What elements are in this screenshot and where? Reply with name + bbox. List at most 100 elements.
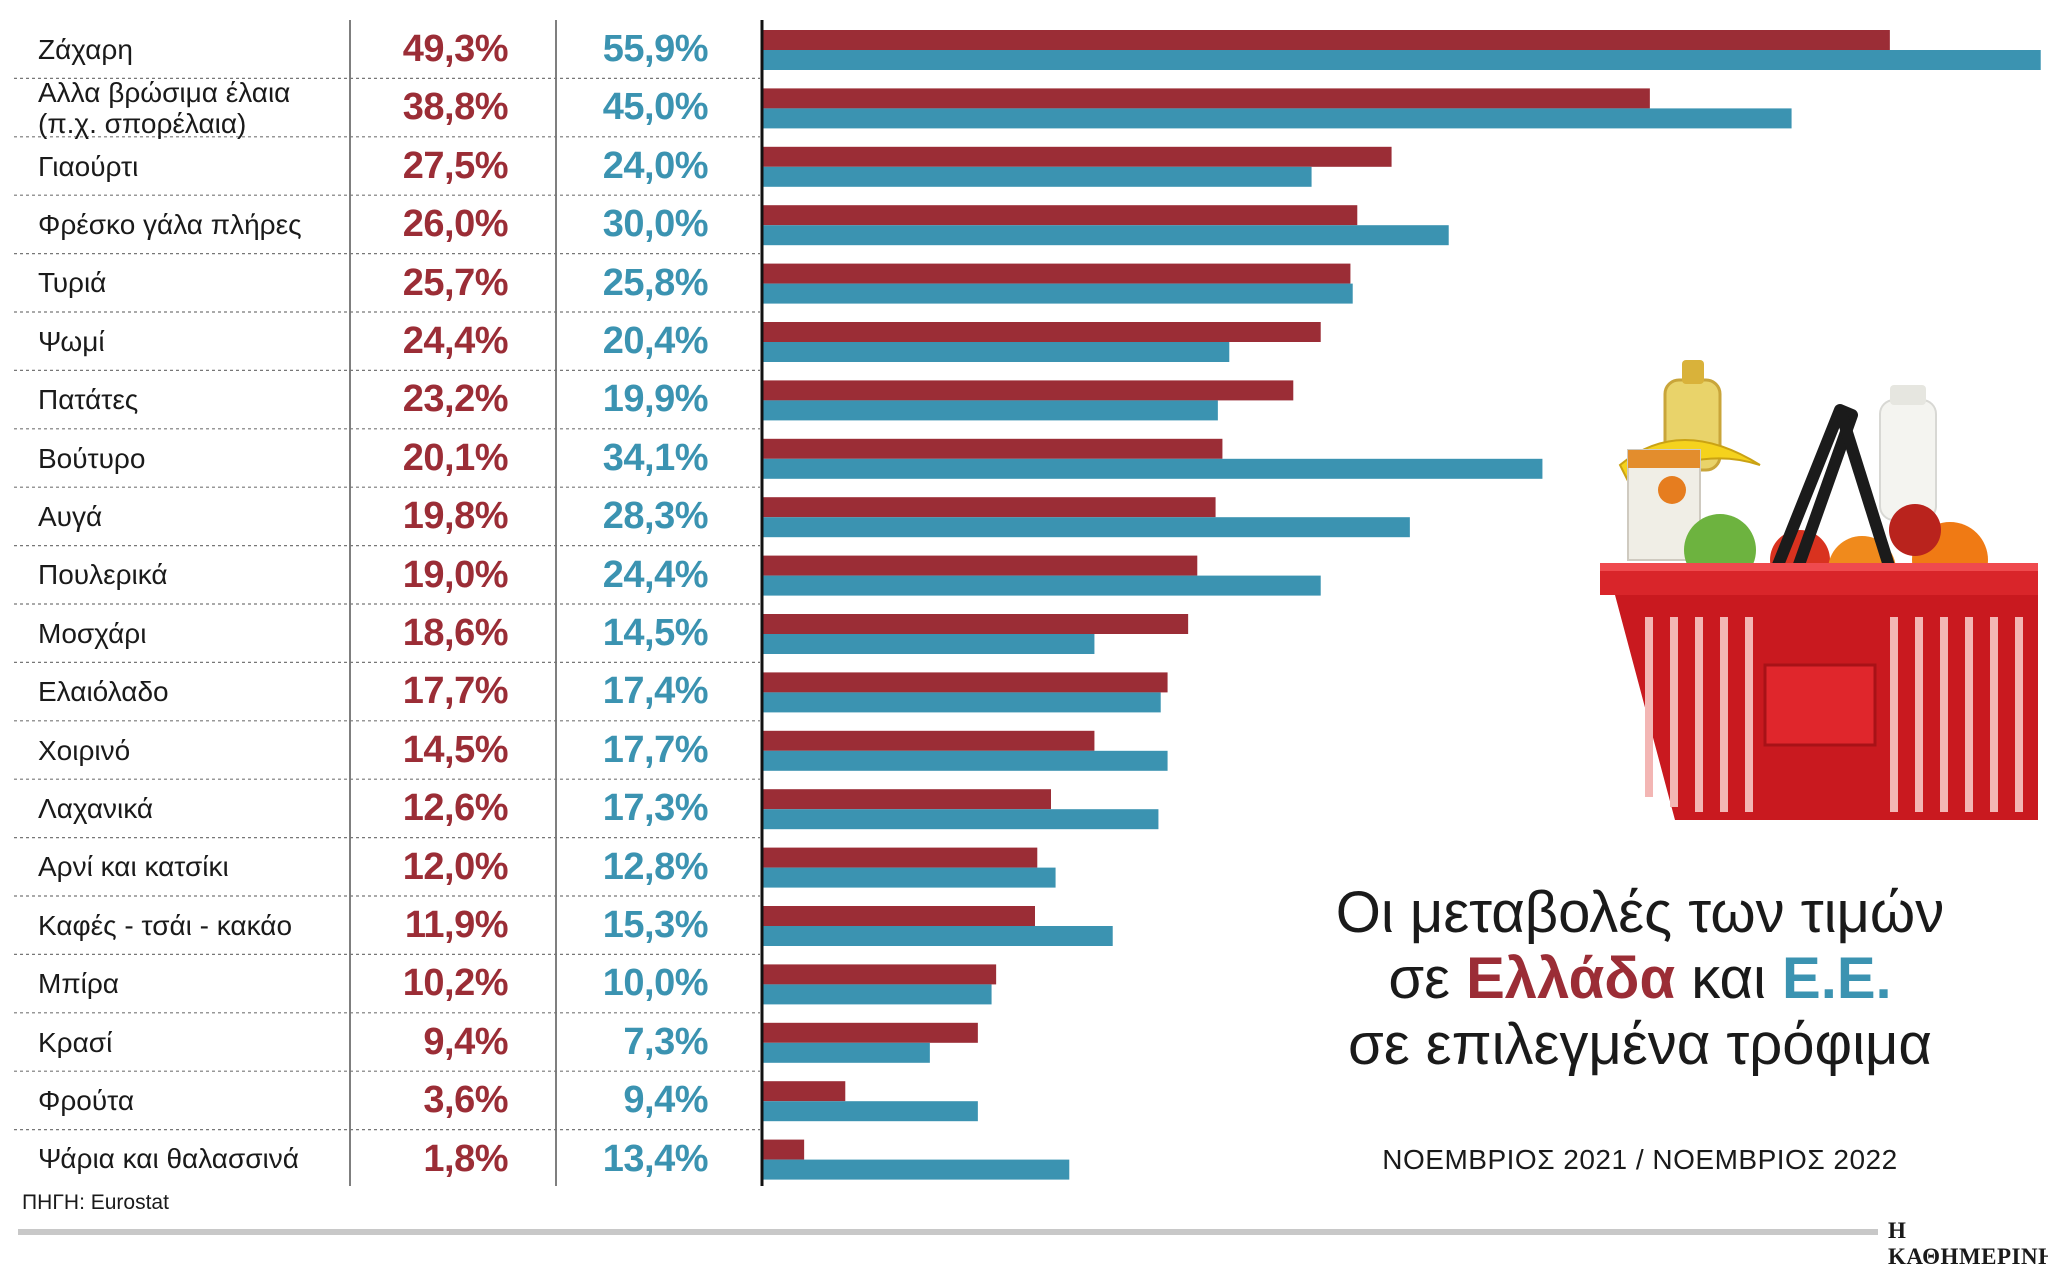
title-greece: Ελλάδα [1466, 946, 1676, 1011]
bar-greece [763, 30, 1890, 50]
bar-greece [763, 789, 1051, 810]
value-eu: 20,4% [602, 320, 709, 362]
bar-eu [763, 809, 1159, 830]
category-label: Γιαούρτι [38, 150, 139, 182]
bar-greece [763, 672, 1168, 693]
bar-eu [763, 458, 1543, 479]
category-label: Αλλα βρώσιμα έλαια (π.χ. σπορέλαια) [38, 76, 291, 139]
value-eu: 34,1% [602, 436, 709, 479]
value-eu: 45,0% [602, 86, 709, 129]
bar-greece [763, 1139, 805, 1160]
value-greece: 11,9% [404, 904, 509, 946]
title-line-2: σε Ελλάδα και Ε.Ε. [1290, 946, 1990, 1012]
bar-eu [763, 634, 1095, 654]
shopping-basket-illustration [1600, 360, 2038, 820]
value-eu: 15,3% [602, 904, 709, 946]
bar-eu [763, 166, 1312, 187]
bar-greece [763, 146, 1392, 167]
bar-eu [763, 750, 1168, 771]
bar-greece [763, 847, 1038, 868]
category-label: Αυγά [38, 500, 103, 532]
value-greece: 17,7% [402, 670, 509, 713]
value-eu: 24,4% [602, 553, 709, 596]
value-eu: 30,0% [602, 203, 709, 246]
value-eu: 13,4% [602, 1137, 709, 1180]
title-line-2-prefix: σε [1388, 946, 1467, 1011]
category-label: Πουλερικά [38, 559, 168, 591]
title-eu: Ε.Ε. [1782, 946, 1892, 1011]
category-label: Φρούτα [38, 1084, 135, 1116]
value-greece: 10,2% [402, 962, 509, 1005]
category-label: Κρασί [38, 1026, 113, 1058]
category-label: Λαχανικά [38, 792, 154, 824]
publisher-logo: Η ΚΑΘΗΜΕΡΙΝΗ [1888, 1218, 2048, 1269]
bar-eu [763, 1042, 930, 1063]
value-greece: 20,1% [402, 436, 509, 479]
bar-greece [763, 380, 1294, 401]
value-eu: 10,0% [602, 962, 709, 1005]
bar-greece [763, 497, 1216, 518]
bar-eu [763, 575, 1321, 596]
value-greece: 26,0% [402, 203, 509, 246]
category-label: Μοσχάρι [38, 617, 147, 649]
value-eu: 12,8% [602, 845, 709, 888]
value-greece: 24,4% [402, 320, 509, 362]
bar-greece [763, 730, 1095, 751]
bar-eu [763, 867, 1056, 888]
bar-eu [763, 1159, 1070, 1180]
value-greece: 18,6% [402, 612, 509, 654]
bar-eu [763, 517, 1410, 538]
bar-eu [763, 108, 1792, 129]
bar-greece [763, 263, 1351, 284]
category-label: Βούτυρο [38, 442, 146, 474]
value-greece: 19,8% [402, 495, 509, 538]
category-label: Ελαιόλαδο [38, 676, 169, 708]
bar-eu [763, 342, 1230, 362]
value-eu: 7,3% [623, 1020, 708, 1063]
bar-greece [763, 88, 1650, 109]
bar-greece [763, 322, 1321, 342]
value-eu: 24,0% [602, 144, 709, 187]
footer-rule [18, 1229, 1878, 1235]
category-label: Ψωμί [38, 325, 105, 357]
category-label: Ζάχαρη [38, 33, 133, 65]
value-eu: 25,8% [602, 261, 709, 304]
chart-subtitle: ΝΟΕΜΒΡΙΟΣ 2021 / ΝΟΕΜΒΡΙΟΣ 2022 [1382, 1144, 1898, 1175]
value-greece: 14,5% [402, 728, 509, 771]
value-eu: 14,5% [602, 612, 709, 654]
value-eu: 55,9% [602, 28, 709, 70]
title-line-2-middle: και [1675, 946, 1783, 1011]
value-greece: 1,8% [423, 1137, 508, 1180]
bar-greece [763, 906, 1035, 926]
value-greece: 23,2% [402, 378, 509, 421]
category-label: Φρέσκο γάλα πλήρες [38, 208, 302, 240]
value-greece: 27,5% [402, 144, 509, 187]
category-label: Αρνί και κατσίκι [38, 851, 229, 883]
bar-greece [763, 964, 997, 985]
value-greece: 3,6% [423, 1079, 508, 1122]
title-line-3: σε επιλεγμένα τρόφιμα [1348, 1012, 1932, 1077]
value-greece: 25,7% [402, 261, 509, 304]
bar-greece [763, 205, 1358, 226]
value-eu: 28,3% [602, 495, 709, 538]
value-eu: 17,3% [602, 787, 709, 830]
bar-eu [763, 50, 2041, 70]
category-label: Ψάρια και θαλασσινά [38, 1143, 299, 1175]
bar-greece [763, 614, 1189, 634]
value-greece: 19,0% [402, 553, 509, 596]
source-note: ΠΗΓΗ: Eurostat [22, 1191, 169, 1214]
bar-eu [763, 926, 1113, 946]
category-label: Τυριά [38, 267, 107, 299]
bar-greece [763, 555, 1198, 576]
title-line-1: Οι μεταβολές των τιμών [1335, 880, 1945, 945]
category-label: Χοιρινό [38, 734, 131, 766]
category-label: Μπίρα [38, 968, 119, 1000]
value-eu: 9,4% [623, 1079, 708, 1122]
value-eu: 17,4% [602, 670, 709, 713]
value-eu: 19,9% [602, 378, 709, 421]
category-label: Πατάτες [38, 384, 139, 416]
value-greece: 49,3% [402, 28, 509, 70]
bar-greece [763, 1081, 846, 1102]
bar-greece [763, 438, 1223, 459]
